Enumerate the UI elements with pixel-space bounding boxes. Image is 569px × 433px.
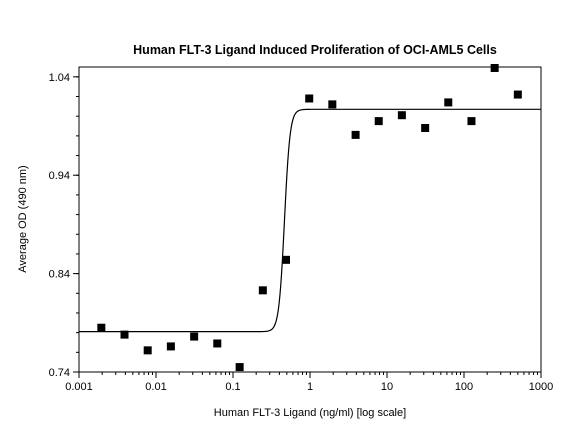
chart-title: Human FLT-3 Ligand Induced Proliferation…	[133, 43, 497, 57]
data-point	[235, 363, 244, 372]
data-point	[490, 63, 499, 72]
x-tick-label: 10	[381, 381, 393, 393]
x-axis-label: Human FLT-3 Ligand (ng/ml) [log scale]	[214, 407, 406, 419]
x-tick-label: 1000	[529, 381, 553, 393]
x-tick-label: 100	[455, 381, 473, 393]
x-tick-label: 0.01	[145, 381, 166, 393]
data-point	[258, 286, 267, 295]
y-tick-label: 0.84	[49, 269, 70, 281]
data-point	[467, 117, 476, 126]
data-point	[282, 255, 291, 264]
x-tick-label: 0.001	[65, 381, 93, 393]
y-axis: 0.74 0.84 0.94 1.04	[49, 72, 79, 379]
x-axis: 0.001 0.01 0.1 1 10 100 1000	[65, 372, 553, 393]
data-point	[190, 332, 199, 341]
data-point	[397, 111, 406, 120]
data-point	[351, 130, 360, 139]
data-point	[513, 90, 522, 99]
y-tick-label: 0.94	[49, 170, 70, 182]
data-point	[421, 124, 430, 132]
data-point	[120, 330, 129, 339]
data-point	[444, 98, 453, 107]
y-tick-label: 0.74	[49, 367, 70, 379]
x-tick-label: 1	[307, 381, 313, 393]
data-point	[305, 94, 314, 103]
data-point	[328, 100, 337, 109]
data-points	[97, 63, 522, 372]
data-point	[97, 323, 106, 332]
data-point	[213, 339, 222, 348]
data-point	[143, 346, 152, 355]
plot-frame	[78, 66, 542, 373]
data-point	[374, 117, 383, 126]
y-axis-label: Average OD (490 nm)	[17, 165, 29, 272]
fit-curve	[79, 108, 541, 333]
x-tick-label: 0.1	[225, 381, 240, 393]
data-point	[166, 342, 175, 351]
y-tick-label: 1.04	[49, 72, 70, 84]
